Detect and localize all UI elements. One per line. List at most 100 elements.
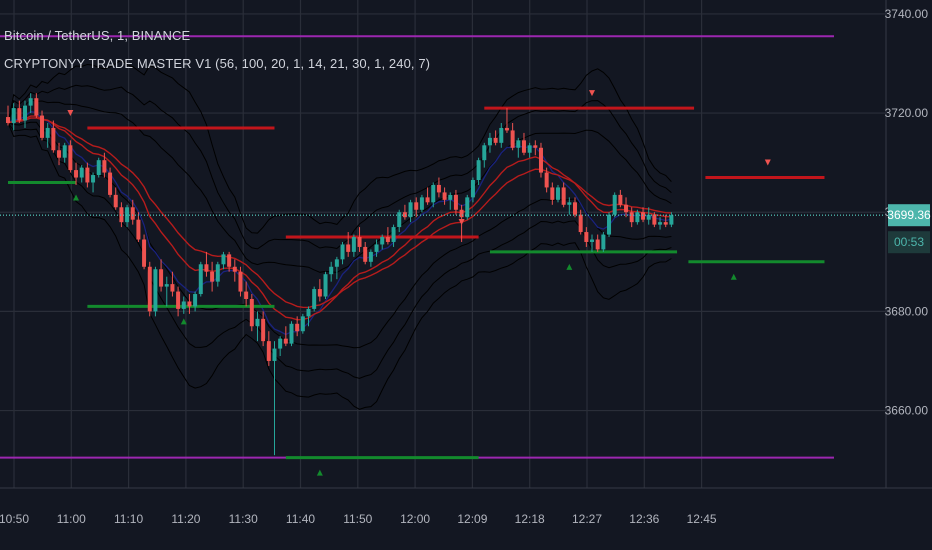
candle [249,294,254,332]
candle-body [6,117,10,123]
candle [130,199,135,225]
candle [453,189,458,215]
candle [635,209,640,225]
candle [629,207,634,228]
candle-body [402,212,407,218]
candle-body [646,214,651,220]
candle [561,182,566,208]
candle [221,251,226,270]
candle-body [51,127,56,151]
sell-signal-arrow [589,90,596,97]
candle [34,93,39,119]
candle-body [561,187,566,205]
candle [499,122,504,148]
candle [62,142,67,163]
candle-body [255,318,260,327]
candle [96,157,101,178]
candle-body [635,212,640,223]
candle-body [23,105,28,121]
symbol-legend[interactable]: Bitcoin / TetherUS, 1, BINANCE [4,28,191,43]
candle [272,341,277,456]
candle-body [346,244,351,252]
candle [176,286,181,317]
candle-body [204,264,209,272]
candle-body [119,207,124,223]
candle-body [544,172,549,188]
candle [11,103,16,131]
candle [408,199,413,223]
buy-signal-arrow [316,469,323,476]
candle [340,241,345,265]
candle-body [34,98,39,116]
time-tick-label: 11:10 [114,512,143,526]
candle [193,291,198,312]
candle [159,259,164,292]
last-price-tag [888,204,930,227]
candle-body [283,338,288,344]
candle [618,189,623,208]
candle-body [408,202,413,218]
candle [74,162,79,185]
candle [391,224,396,247]
candle [624,197,629,218]
candle-body [102,160,107,173]
candle-body [397,212,402,228]
candle [346,232,351,257]
candle [108,167,113,198]
candle-body [601,234,606,250]
candle-body [334,259,339,267]
price-tick-label: 3660.00 [885,404,929,418]
candle-body [584,232,589,242]
candle-body [181,301,186,309]
candle [578,209,583,235]
candle [227,251,232,272]
price-tick-label: 3720.00 [885,106,929,120]
time-tick-label: 11:40 [286,512,315,526]
candle-body [295,323,300,332]
candle [68,140,73,173]
candle-body [68,145,73,171]
candle-body [130,207,135,220]
candle-body [567,202,572,205]
candle-body [238,271,243,292]
candle-body [595,239,600,250]
candle-body [136,219,141,240]
candle [641,207,646,223]
candle-body [79,167,84,178]
candle [306,306,311,327]
candle [170,271,175,297]
candle-body [351,237,356,252]
band-line-lower [7,122,672,410]
candle-body [17,108,22,121]
candle [607,212,612,238]
candle-body [210,271,215,282]
candle [380,234,385,250]
candle-body [108,172,113,195]
candle [113,187,118,210]
last-price-value: 3699.36 [887,208,931,222]
indicator-legend[interactable]: CRYPTONYY TRADE MASTER V1 (56, 100, 20, … [4,56,431,71]
candle [612,192,617,218]
candle [28,93,33,114]
candle-body [590,239,595,242]
candle-body [85,167,90,183]
candle-body [176,291,181,309]
candle-body [607,214,612,235]
candle [385,227,390,245]
candle [125,204,130,228]
candle [470,177,475,203]
candle-body [612,194,617,215]
band-line-lower [7,122,672,379]
candle [590,234,595,252]
candle-body [669,215,674,225]
candle-body [487,137,492,146]
candle-body [329,266,334,275]
candle [181,296,186,314]
candle-body [459,209,464,218]
candle-body [493,137,498,143]
candle [238,266,243,297]
candle-body [232,266,237,272]
candle-body [91,175,96,183]
